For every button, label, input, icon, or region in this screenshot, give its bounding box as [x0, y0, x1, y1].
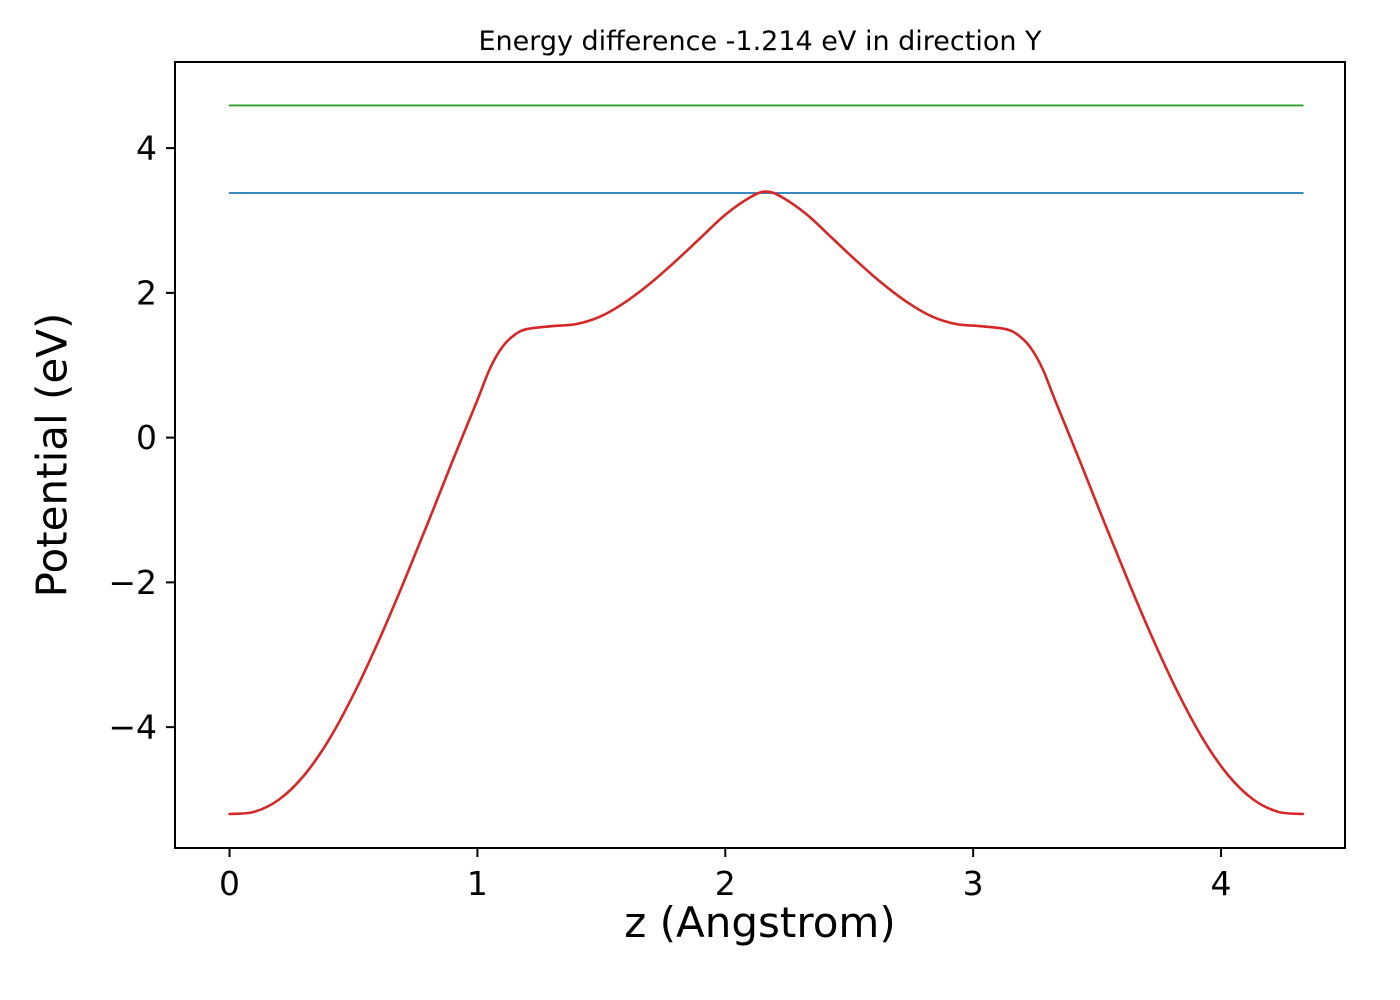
y-tick-label: 4: [136, 129, 157, 168]
y-tick-label: 2: [136, 273, 157, 312]
y-axis-label: Potential (eV): [27, 312, 77, 598]
x-tick-label: 0: [219, 864, 240, 903]
y-tick-label: −2: [108, 563, 157, 602]
series-potential-profile: [228, 190, 1305, 816]
y-tick-label: −4: [108, 708, 157, 747]
x-tick-label: 1: [467, 864, 488, 903]
plot-border: [174, 61, 1346, 849]
x-tick-label: 2: [715, 864, 736, 903]
x-tick-label: 3: [963, 864, 984, 903]
y-tick-label: 0: [136, 418, 157, 457]
x-axis-label: z (Angstrom): [624, 898, 896, 947]
x-tick-label: 4: [1211, 864, 1232, 903]
chart-title: Energy difference -1.214 eV in direction…: [478, 26, 1042, 57]
